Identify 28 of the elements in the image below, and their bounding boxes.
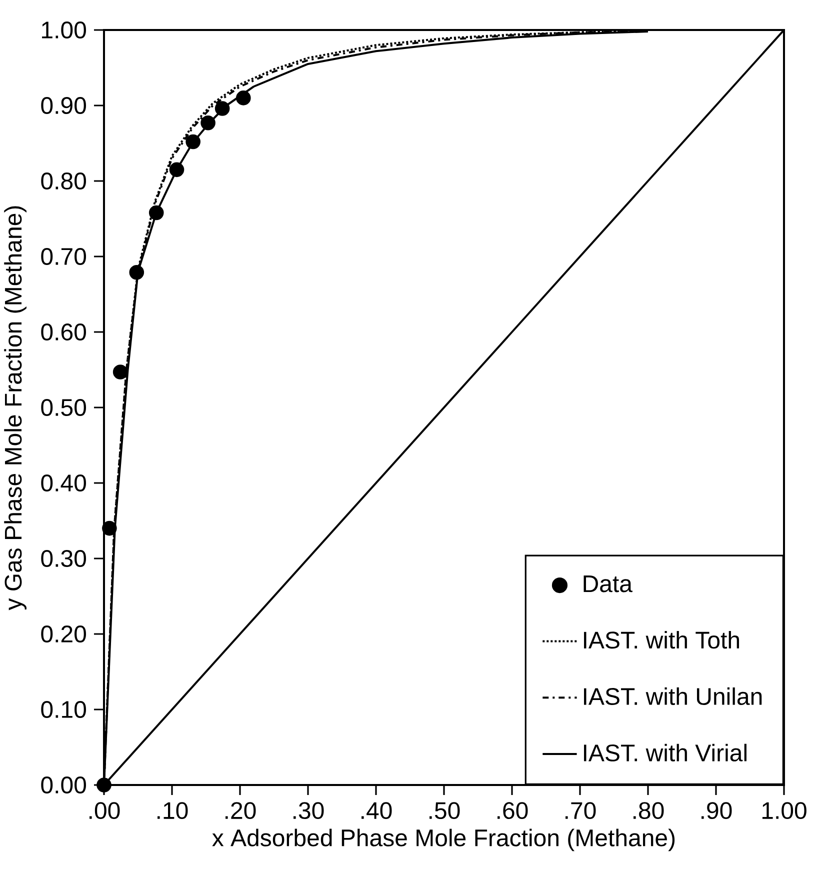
x-tick-label: .00	[90, 802, 120, 820]
y-tick-label: 0.70	[41, 248, 86, 265]
y-tick-label: 0.10	[41, 701, 86, 718]
y-tick-label: 0.90	[41, 97, 86, 114]
x-tick-label: 1.00	[762, 802, 806, 820]
y-tick-label: 0.40	[41, 474, 86, 492]
x-tick-label: .40	[362, 802, 392, 820]
x-tick-label: .30	[294, 802, 324, 820]
y-tick-label: 0.80	[41, 172, 86, 190]
y-tick-label: 0.30	[41, 550, 86, 567]
x-tick-label: .50	[430, 802, 460, 820]
x-tick-label: .70	[566, 802, 596, 820]
y-axis-title: y Gas Phase Mole Fraction (Methane)	[4, 206, 26, 610]
x-tick-label: .90	[702, 802, 732, 820]
x-tick-label: .20	[226, 802, 256, 820]
y-tick-label: 1.00	[42, 22, 86, 38]
legend-label: IAST. with Toth	[584, 631, 739, 649]
x-tick-label: .10	[158, 802, 188, 820]
x-tick-label: .80	[634, 802, 664, 820]
legend-label: IAST. with Unilan	[584, 687, 762, 706]
x-tick-label: .60	[498, 802, 528, 820]
x-axis-title: x Adsorbed Phase Mole Fraction (Methane)	[212, 828, 675, 852]
legend-label: IAST. with Virial	[584, 744, 746, 762]
y-tick-label: 0.60	[41, 324, 86, 340]
y-tick-label: 0.50	[41, 399, 86, 416]
legend-label: Data	[584, 576, 632, 592]
y-tick-label: 0.20	[41, 626, 86, 642]
y-tick-label: 0.00	[41, 776, 86, 794]
